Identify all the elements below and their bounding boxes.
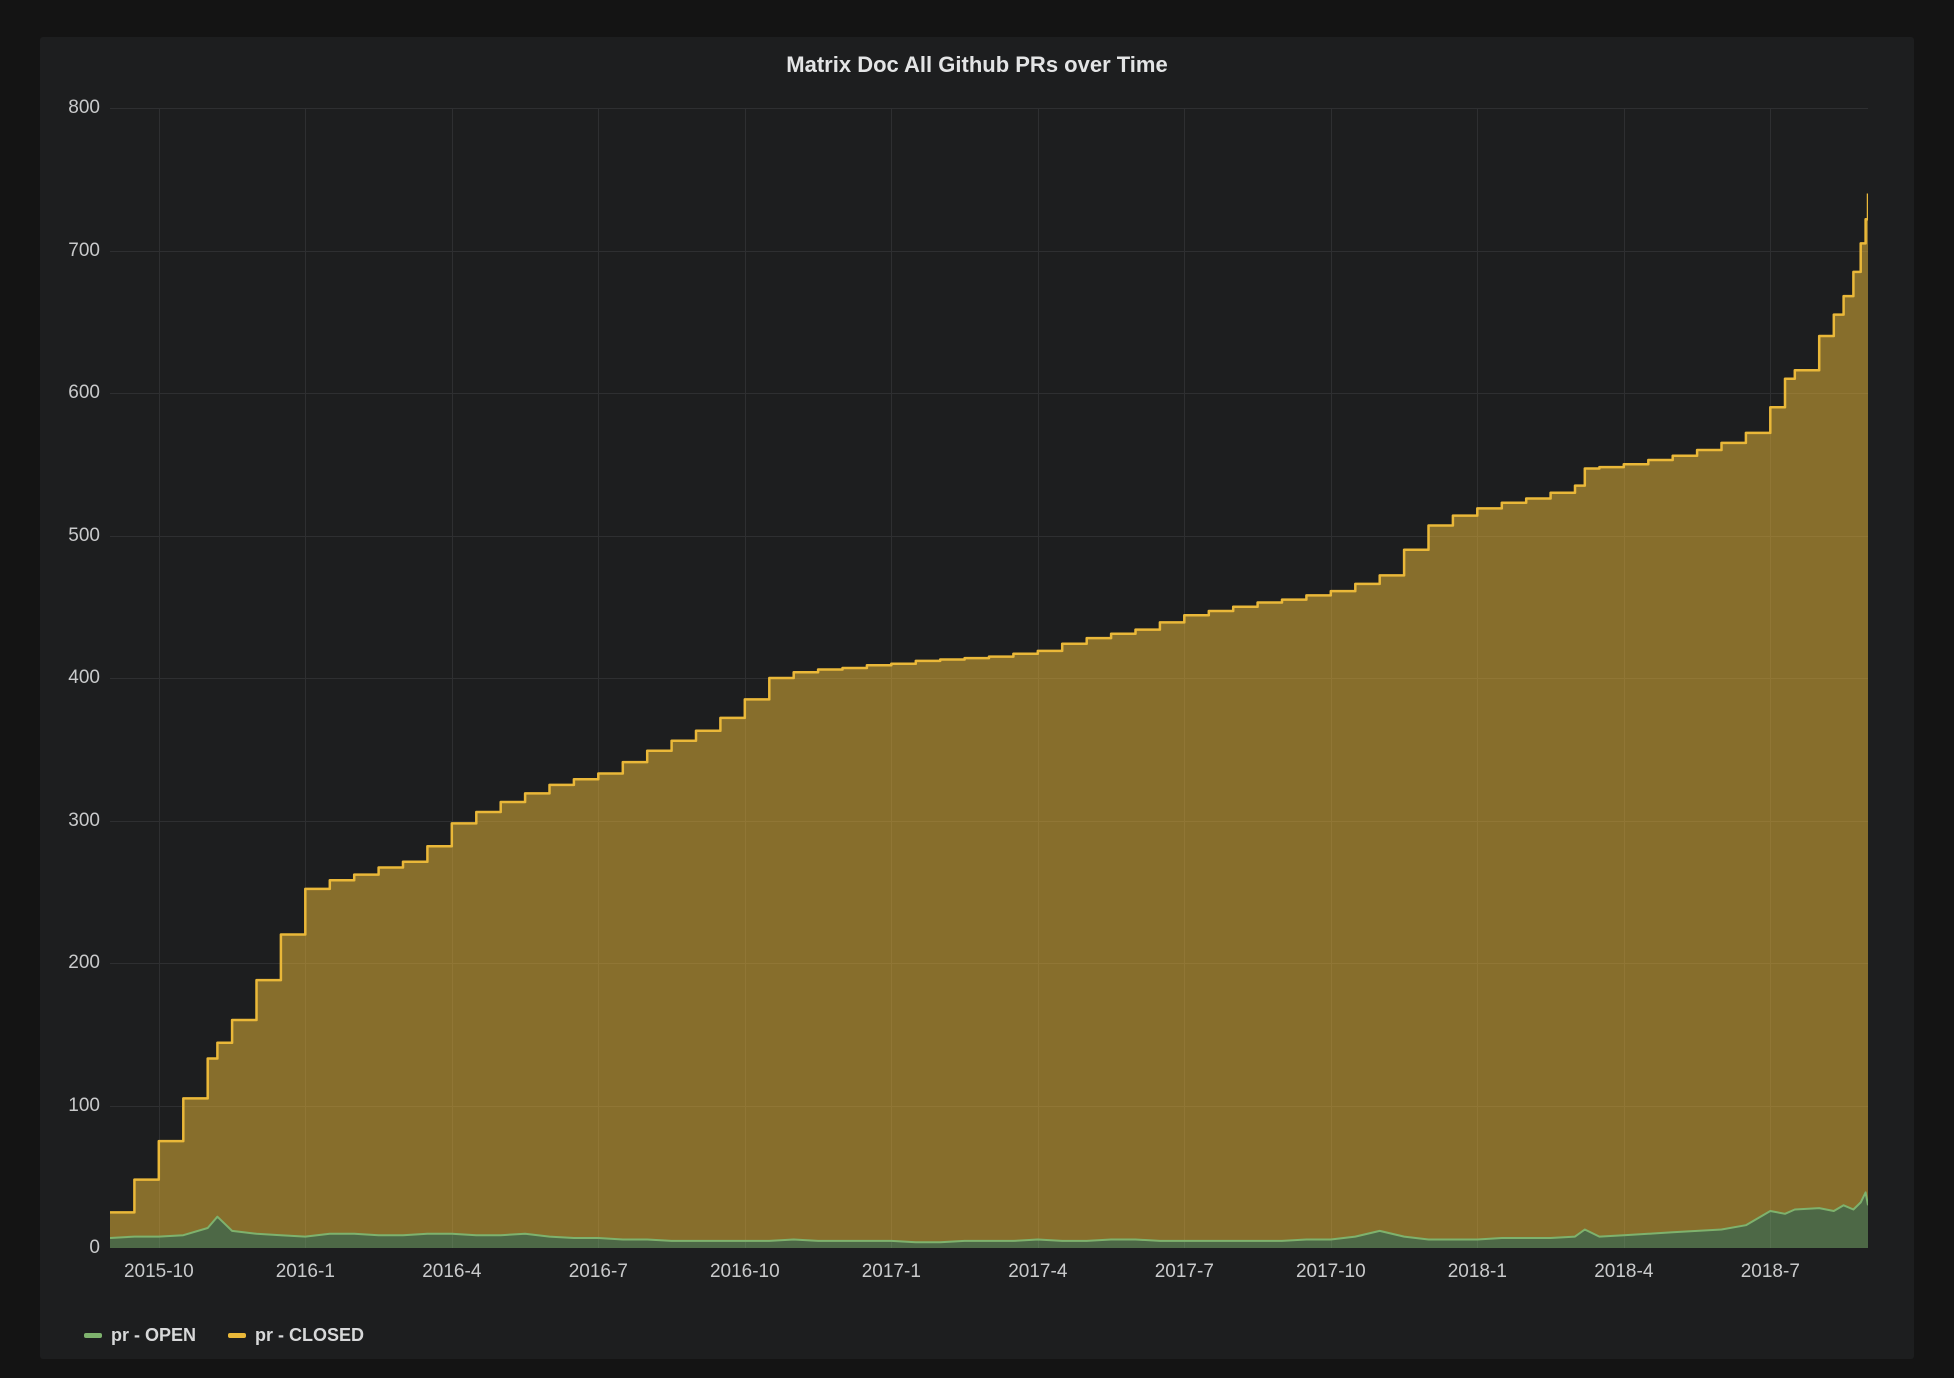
chart-canvas[interactable] <box>110 108 1868 1248</box>
y-tick-label: 700 <box>68 239 100 261</box>
legend-swatch-closed-icon <box>228 1332 247 1338</box>
x-tick-label: 2016-10 <box>709 1261 780 1282</box>
y-tick-label: 500 <box>68 524 100 546</box>
y-tick-label: 300 <box>68 809 100 831</box>
x-tick-label: 2018-1 <box>1447 1261 1507 1282</box>
area-open <box>110 1192 1868 1248</box>
panel-title[interactable]: Matrix Doc All Github PRs over Time <box>786 52 1168 77</box>
x-tick-label: 2017-10 <box>1295 1261 1366 1282</box>
x-tick-label: 2015-10 <box>123 1261 194 1282</box>
x-tick-label: 2016-1 <box>275 1261 335 1282</box>
legend: pr - OPEN pr - CLOSED <box>84 1321 364 1349</box>
line-closed <box>110 193 1868 1214</box>
x-tick-label: 2018-4 <box>1594 1261 1654 1282</box>
line-open <box>110 1191 1868 1244</box>
legend-item-closed[interactable]: pr - CLOSED <box>228 1325 364 1346</box>
x-tick-label: 2016-7 <box>568 1261 628 1282</box>
area-closed <box>110 193 1868 1243</box>
legend-label-open: pr - OPEN <box>111 1324 197 1345</box>
y-tick-label: 0 <box>89 1237 100 1258</box>
legend-label-closed: pr - CLOSED <box>255 1324 365 1345</box>
legend-item-open[interactable]: pr - OPEN <box>84 1325 196 1346</box>
legend-swatch-open-icon <box>84 1332 102 1338</box>
y-tick-label: 800 <box>68 97 100 118</box>
x-tick-label: 2016-4 <box>422 1261 482 1282</box>
x-tick-label: 2018-7 <box>1740 1261 1800 1282</box>
y-tick-label: 600 <box>68 382 100 403</box>
graph-panel: Matrix Doc All Github PRs over Time 0 100… <box>40 37 1914 1359</box>
x-tick-label: 2017-7 <box>1154 1261 1214 1282</box>
y-tick-label: 400 <box>68 667 100 688</box>
x-tick-label: 2017-4 <box>1008 1261 1068 1282</box>
y-tick-label: 200 <box>68 952 100 973</box>
y-tick-label: 100 <box>68 1094 100 1116</box>
x-tick-label: 2017-1 <box>861 1261 921 1282</box>
